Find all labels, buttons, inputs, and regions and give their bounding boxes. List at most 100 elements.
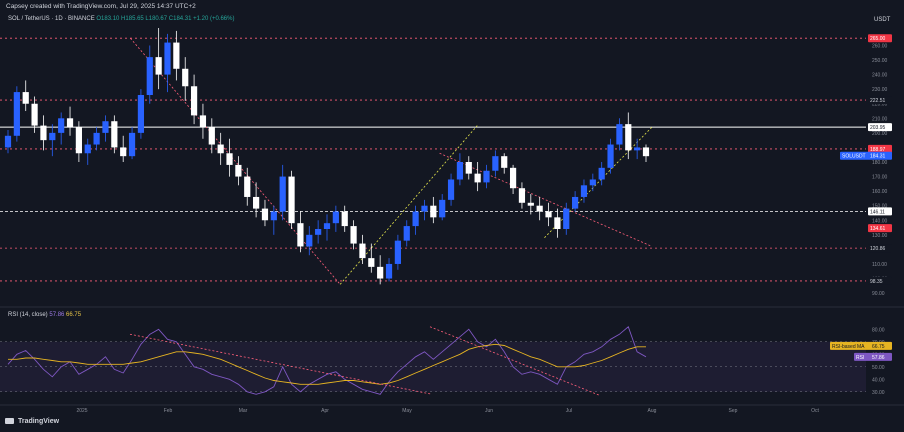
candle-body-72 [642,147,650,157]
candle-body-42 [377,266,384,279]
tv-icon [5,418,14,425]
candle-body-12 [111,121,118,148]
candle-body-2 [22,92,29,104]
tradingview-logo[interactable]: TradingView [5,418,59,425]
time-axis-tick-7: Aug [648,408,657,414]
ohlc-readout: O183.10 H185.65 L180.67 C184.31 +1.20 (+… [96,16,235,22]
candle-body-39 [350,226,357,244]
candle-body-49 [439,199,446,218]
candle-body-4 [40,125,47,141]
candle-body-21 [190,86,198,116]
rsi-series-1 [8,343,646,385]
candle-body-70 [625,124,632,151]
price-badge-3 [868,144,892,153]
candle-body-50 [447,179,455,200]
time-axis-tick-0: 2025 [76,408,87,414]
trendline-3 [544,126,653,239]
candle-body-60 [536,205,543,212]
price-axis-tick-8: 170.00 [872,175,888,181]
candle-body-48 [430,205,437,218]
candle-body-58 [518,188,526,203]
candle-body-17 [155,57,162,75]
rsi-axis-tick-1: 40.00 [872,377,885,383]
candle-body-63 [563,208,570,229]
price-axis-tick-5: 140.00 [872,218,888,224]
candle-body-40 [359,243,366,259]
price-axis-tick-2: 110.00 [872,262,887,268]
time-axis-tick-9: Oct [811,408,819,414]
candle-body-25 [226,153,233,165]
price-badge-text-2: 203.95 [870,125,886,131]
candle-body-33 [297,223,304,247]
credit-text: Capsey created with TradingView.com, Jul… [6,3,196,10]
candle-body-41 [368,258,375,267]
candle-body-22 [199,115,207,128]
candle-body-1 [13,92,20,136]
candle-body-34 [306,234,313,247]
candle-body-52 [465,162,472,174]
price-axis-tick-9: 180.00 [872,160,888,166]
price-axis-tick-16: 250.00 [872,58,888,64]
price-axis-tick-6: 150.00 [872,204,888,210]
price-badge-text-1: 222.51 [870,98,886,104]
price-badge-0 [868,34,892,43]
candle-body-13 [120,147,127,157]
candle-body-19 [173,42,180,69]
time-axis-tick-4: May [402,408,412,414]
price-axis-tick-4: 130.00 [872,233,888,239]
trendline-0 [130,37,341,285]
price-badge-text-6: 120.86 [870,246,886,252]
candle-body-26 [235,164,242,177]
price-axis-tick-15: 240.00 [872,73,888,79]
rsi-ma-value: 66.75 [66,312,82,318]
candle-body-62 [554,217,561,229]
candle-body-69 [616,124,623,145]
candle-body-32 [288,176,295,224]
candle-body-65 [580,185,588,197]
candle-body-10 [93,132,100,145]
candle-body-35 [315,229,322,235]
rsi-ma-badge-value: 66.75 [872,344,885,350]
candle-body-44 [394,240,401,264]
candle-body-66 [589,179,596,186]
candle-body-46 [412,211,419,227]
price-axis-tick-14: 230.00 [872,87,888,93]
price-badge-text-3: 188.97 [870,147,886,153]
rsi-value: 57.86 [49,312,65,318]
candle-body-27 [244,176,251,197]
trendline-1 [339,125,478,285]
candle-body-5 [49,132,56,141]
currency-label[interactable]: USDT [874,17,891,23]
candle-body-36 [323,223,331,229]
brand-text: TradingView [17,418,60,425]
candle-body-20 [182,68,189,87]
price-badge-text-4: 146.11 [870,209,885,215]
rsi-series-0 [7,326,647,395]
candle-body-14 [128,132,136,157]
rsi-badge-value: 57.86 [872,355,885,361]
candle-body-64 [572,196,579,209]
symbol-title[interactable]: SOL / TetherUS · 1D · BINANCE [8,16,95,22]
rsi-badge [854,352,892,361]
candle-body-51 [456,162,464,180]
candle-body-37 [332,211,339,224]
time-axis-tick-5: Jun [485,408,493,414]
candle-body-61 [545,211,552,218]
current-price-text: 184.31 [870,154,886,160]
price-badge-text-5: 134.61 [870,226,886,232]
price-badge-text-7: 98.35 [870,279,883,285]
candle-body-8 [75,127,82,154]
candle-body-45 [403,226,410,241]
candle-body-55 [492,156,499,171]
price-badge-1 [868,96,892,105]
price-badge-4 [868,207,892,216]
candle-body-53 [474,173,481,183]
candle-body-6 [58,118,65,133]
candle-body-67 [598,167,605,180]
price-badge-6 [868,244,892,253]
candle-body-18 [164,42,171,75]
candle-body-59 [527,202,534,206]
rsi-title[interactable]: RSI (14, close) [8,312,48,318]
candle-body-11 [102,121,109,133]
